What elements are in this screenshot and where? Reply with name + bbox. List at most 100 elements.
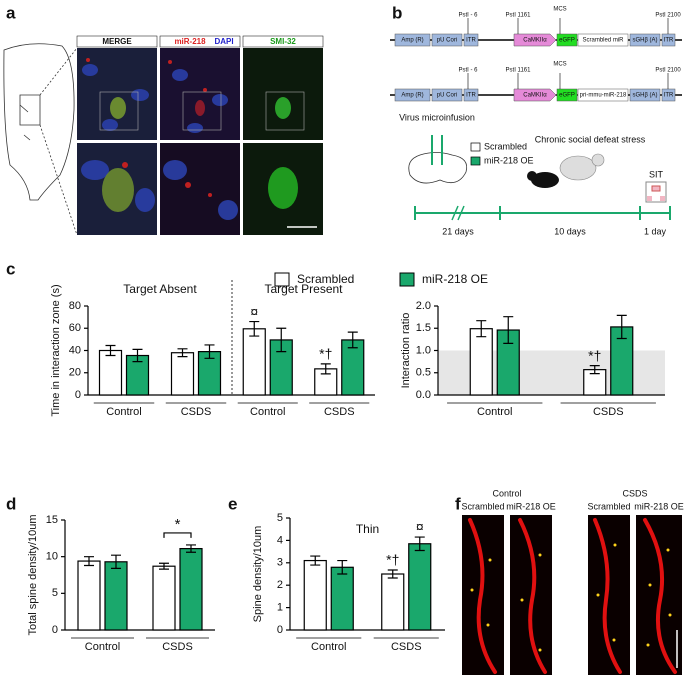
duration: 21 days	[442, 226, 474, 236]
y-tick-label: 10	[46, 551, 58, 563]
y-tick-label: 1.0	[416, 344, 431, 356]
y-tick-label: 5	[52, 587, 58, 599]
panel-label: e	[228, 494, 237, 513]
vector-element	[577, 33, 629, 47]
vector-element	[431, 88, 463, 102]
site-label: PstI 2100	[655, 13, 681, 19]
error-bar	[204, 344, 215, 359]
error-bar	[347, 331, 358, 349]
element-label: sGHβ (A)	[632, 93, 657, 99]
site-label: PstI 1161	[506, 13, 532, 19]
site-label: PstI 1161	[506, 68, 532, 74]
error-bar	[414, 536, 425, 552]
bar	[170, 352, 195, 396]
error-bar	[105, 344, 116, 357]
y-axis-label: Total spine density/10um	[27, 514, 39, 635]
significance-marker: *†	[386, 552, 399, 568]
significance-bracket	[163, 532, 192, 538]
vector-element	[431, 33, 463, 47]
condition-label: miR-218 OE	[634, 501, 684, 511]
error-bar	[616, 314, 627, 340]
bar	[104, 561, 128, 631]
error-bar	[337, 559, 348, 575]
panel-label: f	[455, 494, 461, 513]
y-axis-label: Time in interaction zone (s)	[50, 284, 62, 416]
error-bar	[111, 554, 121, 569]
column-header: DAPI	[214, 37, 233, 46]
bar	[469, 328, 493, 396]
chart-title: Thin	[356, 522, 379, 536]
x-tick-label: Control	[477, 406, 512, 418]
micrographs	[76, 35, 324, 235]
x-tick-label: CSDS	[181, 406, 212, 418]
duration: 1 day	[644, 226, 667, 236]
element-label: CaMKIIα	[523, 93, 547, 99]
panel-label: a	[6, 3, 16, 22]
element-label: Amp (R)	[401, 38, 423, 44]
element-label: eGFP	[559, 93, 575, 99]
y-tick-label: 80	[69, 300, 81, 312]
panel-label: b	[392, 3, 402, 22]
condition-label: Scrambled	[587, 501, 630, 511]
bar	[77, 560, 101, 631]
error-bar	[503, 316, 514, 344]
x-tick-label: Control	[250, 406, 285, 418]
significance-marker: *†	[319, 346, 332, 362]
vector-element	[577, 88, 629, 102]
timeline-graphics	[408, 135, 671, 221]
bar	[242, 328, 266, 396]
bar	[179, 547, 203, 631]
y-tick-label: 0.0	[416, 389, 431, 401]
timeline-step: Virus microinfusion	[399, 112, 475, 122]
y-tick-label: 15	[46, 514, 58, 526]
element-label: Scrambled miR	[582, 38, 624, 44]
element-label: pU Cori	[437, 38, 457, 44]
bar	[98, 349, 123, 396]
legend-swatch	[274, 272, 290, 287]
significance-marker: *	[175, 516, 181, 533]
vector-element	[629, 33, 661, 47]
x-tick-label: CSDS	[391, 641, 422, 653]
y-axis-label: Interaction ratio	[400, 313, 412, 389]
y-tick-label: 2.0	[416, 300, 431, 312]
vector-element	[394, 88, 431, 102]
y-tick-label: 0	[52, 624, 58, 636]
legend-label: Scrambled	[297, 272, 354, 286]
site-label: MCS	[553, 7, 566, 13]
legend-label: miR-218 OE	[422, 272, 488, 286]
condition-label: miR-218 OE	[506, 501, 556, 511]
element-label: pri-mmu-miR-218	[580, 93, 627, 99]
error-bar	[276, 327, 287, 353]
error-bar	[249, 320, 260, 337]
error-bar	[476, 320, 487, 338]
error-bar	[310, 555, 321, 566]
timeline-step: Chronic social defeat stress	[535, 134, 646, 144]
y-tick-label: 2	[277, 579, 283, 591]
y-tick-label: 0	[75, 389, 81, 401]
vector-element	[661, 88, 676, 102]
error-bar	[186, 544, 196, 553]
error-bar	[589, 365, 600, 375]
vector-element	[661, 33, 676, 47]
bar	[330, 566, 354, 631]
x-tick-label: CSDS	[593, 406, 624, 418]
site-label: MCS	[553, 62, 566, 68]
brain-outline	[3, 43, 78, 236]
duration: 10 days	[554, 226, 586, 236]
vector-element	[556, 88, 578, 102]
panel-label: d	[6, 494, 16, 513]
element-label: ITR	[664, 93, 674, 99]
bar	[152, 565, 176, 631]
y-tick-label: 3	[277, 557, 283, 569]
significance-marker: *†	[588, 347, 601, 363]
error-bar	[387, 569, 398, 579]
error-bar	[177, 348, 188, 358]
error-bar	[132, 348, 143, 363]
chart-title: Target Present	[264, 282, 343, 296]
dendrite-images	[462, 515, 682, 675]
element-label: CaMKIIα	[523, 38, 547, 44]
y-tick-label: 5	[277, 512, 283, 524]
site-label: PstI 2100	[655, 68, 681, 74]
vector-element	[463, 33, 479, 47]
